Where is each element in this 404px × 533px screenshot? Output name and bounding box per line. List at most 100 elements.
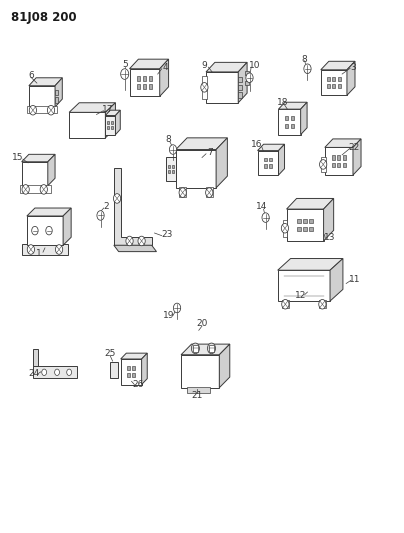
Polygon shape (160, 59, 168, 96)
Polygon shape (325, 139, 361, 148)
Circle shape (320, 160, 327, 169)
Text: 8: 8 (165, 135, 170, 144)
Bar (321, 157, 326, 172)
Polygon shape (206, 62, 247, 72)
Polygon shape (353, 139, 361, 175)
Bar (187, 386, 210, 393)
Polygon shape (278, 259, 343, 270)
Text: 14: 14 (256, 203, 267, 212)
Circle shape (47, 106, 55, 115)
Bar (327, 84, 330, 88)
Bar (238, 77, 242, 82)
Bar (285, 124, 288, 128)
Polygon shape (105, 103, 116, 138)
Circle shape (246, 73, 253, 83)
Circle shape (282, 300, 289, 309)
Polygon shape (105, 116, 116, 135)
Polygon shape (347, 61, 355, 95)
Text: 6: 6 (28, 70, 34, 79)
Text: 1: 1 (36, 249, 42, 259)
Polygon shape (105, 110, 120, 116)
Polygon shape (176, 138, 227, 150)
Circle shape (55, 245, 63, 254)
Bar (238, 85, 242, 90)
Text: 81J08 200: 81J08 200 (11, 11, 76, 24)
Circle shape (262, 213, 269, 222)
Bar (168, 171, 170, 173)
Circle shape (208, 343, 215, 354)
Polygon shape (22, 162, 48, 185)
Bar (291, 116, 294, 120)
Bar (282, 220, 287, 237)
Bar (110, 362, 118, 378)
Bar (297, 227, 301, 231)
Polygon shape (166, 157, 176, 181)
Polygon shape (324, 198, 334, 241)
Polygon shape (22, 155, 55, 162)
Polygon shape (69, 112, 105, 138)
Bar (107, 121, 109, 124)
Polygon shape (69, 103, 116, 112)
Polygon shape (114, 245, 156, 252)
Bar (337, 156, 341, 159)
Bar (206, 187, 213, 197)
Text: 8: 8 (302, 55, 307, 63)
Bar (297, 219, 301, 223)
Bar (246, 70, 249, 75)
Bar (127, 373, 130, 377)
Circle shape (319, 300, 326, 309)
Circle shape (304, 64, 311, 74)
Text: 16: 16 (250, 140, 262, 149)
Text: 9: 9 (202, 61, 207, 70)
Bar (172, 165, 174, 168)
Bar (338, 77, 341, 81)
Text: 5: 5 (122, 60, 128, 69)
Circle shape (97, 211, 104, 220)
Bar (107, 126, 109, 129)
Text: 11: 11 (349, 274, 361, 284)
Circle shape (179, 188, 186, 197)
Bar (282, 300, 289, 309)
Bar (168, 165, 170, 168)
Polygon shape (258, 151, 278, 175)
Bar (332, 163, 335, 167)
Bar (179, 187, 186, 197)
Bar (269, 158, 272, 161)
Bar (193, 345, 198, 352)
Bar (149, 76, 152, 81)
Polygon shape (278, 270, 330, 301)
Text: 24: 24 (28, 369, 39, 378)
Circle shape (55, 369, 59, 375)
Bar (343, 156, 346, 159)
Polygon shape (121, 353, 147, 359)
Bar (285, 116, 288, 120)
Polygon shape (55, 78, 62, 107)
Text: 19: 19 (163, 311, 175, 320)
Circle shape (206, 188, 213, 197)
Polygon shape (48, 155, 55, 185)
Polygon shape (286, 198, 334, 209)
Bar (137, 84, 140, 88)
Bar (143, 76, 146, 81)
Polygon shape (278, 109, 301, 135)
Circle shape (22, 184, 29, 194)
Bar (149, 84, 152, 88)
Text: 26: 26 (133, 380, 144, 389)
Bar (137, 76, 140, 81)
Polygon shape (181, 344, 230, 355)
Polygon shape (219, 344, 230, 387)
Bar (309, 227, 313, 231)
Text: 22: 22 (349, 143, 360, 152)
Circle shape (42, 369, 46, 375)
Polygon shape (29, 86, 55, 107)
Text: 10: 10 (248, 61, 260, 70)
Circle shape (281, 223, 288, 233)
Circle shape (126, 236, 133, 246)
Circle shape (40, 184, 47, 194)
Polygon shape (130, 59, 168, 69)
Bar (111, 121, 114, 124)
Text: 18: 18 (277, 98, 288, 107)
Circle shape (173, 303, 181, 313)
Bar (143, 84, 146, 88)
Bar (202, 76, 207, 99)
